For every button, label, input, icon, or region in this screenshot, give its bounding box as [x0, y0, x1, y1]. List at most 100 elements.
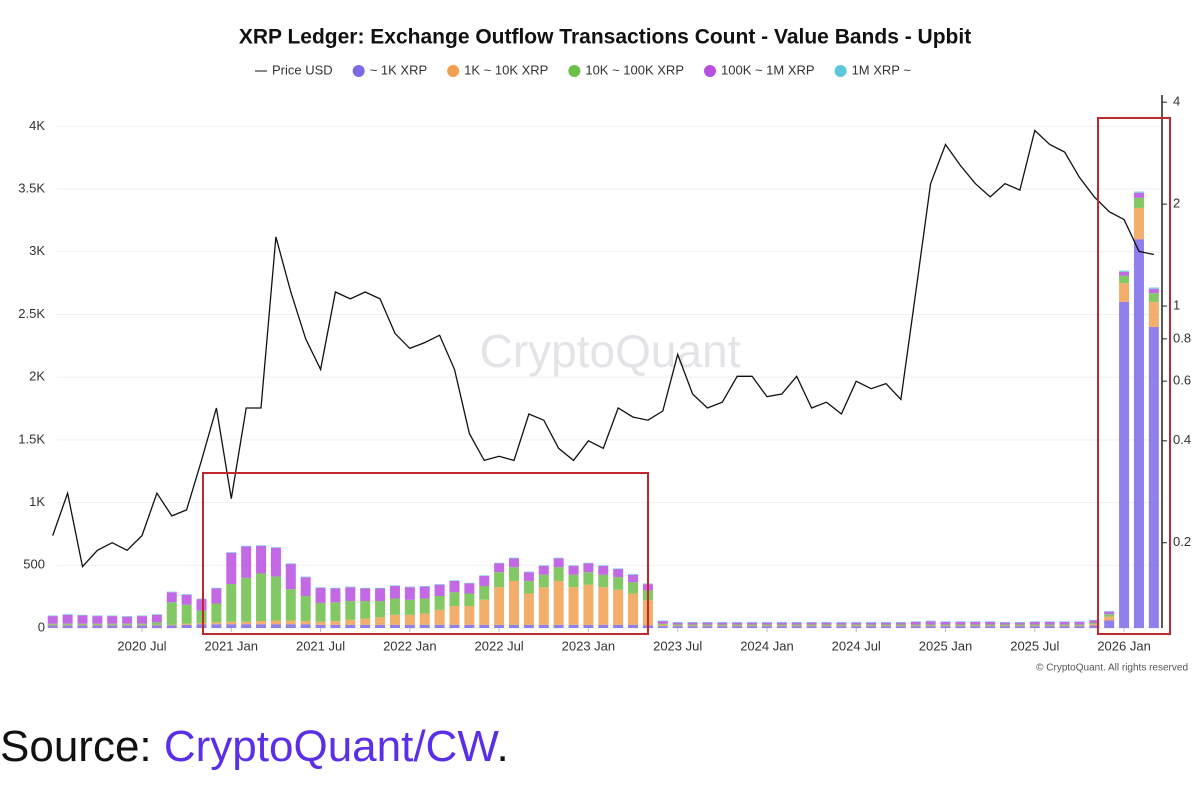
- bar-segment: [360, 588, 371, 602]
- y2-tick-label: 1: [1173, 297, 1180, 312]
- bar-segment: [717, 625, 728, 627]
- bar-segment: [345, 624, 356, 628]
- source-link[interactable]: CryptoQuant/CW: [163, 722, 497, 771]
- bar-segment: [419, 586, 430, 599]
- x-tick-label: 2025 Jul: [1010, 638, 1059, 653]
- bar-segment: [375, 588, 386, 602]
- bar-segment: [375, 617, 386, 625]
- bar-segment: [1074, 621, 1085, 625]
- bar-segment: [360, 624, 371, 628]
- bar-segment: [300, 621, 311, 625]
- bar-segment: [389, 598, 400, 615]
- bar-segment: [137, 623, 147, 625]
- y-tick-label: 2K: [29, 369, 45, 384]
- bar-segment: [62, 623, 73, 625]
- bar-segment: [1074, 624, 1085, 626]
- bar-segment: [955, 621, 966, 625]
- bar-segment: [256, 621, 267, 625]
- bar-segment: [985, 625, 996, 627]
- bar-segment: [449, 624, 460, 628]
- y2-tick-label: 0.6: [1173, 373, 1191, 388]
- bar-segment: [196, 610, 207, 623]
- bar-segment: [315, 587, 326, 603]
- bar-segment: [761, 621, 772, 623]
- bar-segment: [657, 624, 668, 627]
- bar-segment: [791, 622, 802, 625]
- bar-segment: [1000, 622, 1011, 625]
- bar-segment: [881, 624, 891, 626]
- bar-segment: [166, 592, 177, 603]
- bar-segment: [479, 575, 490, 586]
- legend-label: Price USD: [272, 62, 333, 77]
- bar-segment: [791, 626, 802, 628]
- bar-segment: [538, 574, 549, 588]
- bar-segment: [122, 616, 133, 617]
- bar-segment: [970, 621, 981, 622]
- bar-segment: [717, 626, 728, 628]
- bar-segment: [92, 616, 103, 624]
- bar-segment: [77, 625, 88, 628]
- bar-segment: [747, 624, 758, 626]
- bar-segment: [449, 580, 460, 581]
- y-tick-label: 1.5K: [18, 431, 45, 446]
- bar-segment: [821, 625, 832, 627]
- bar-segment: [821, 622, 832, 625]
- bar-segment: [851, 622, 862, 625]
- bar-segment: [77, 615, 88, 624]
- bar-segment: [1044, 621, 1055, 625]
- legend-label: 1M XRP ~: [852, 62, 912, 77]
- bar-segment: [672, 624, 683, 626]
- bar-segment: [672, 622, 683, 625]
- bar-segment: [181, 624, 192, 628]
- bar-segment: [598, 565, 609, 566]
- bar-segment: [955, 626, 966, 628]
- bar-segment: [494, 572, 505, 588]
- bar-segment: [375, 587, 386, 589]
- bar-segment: [509, 567, 519, 581]
- bar-segment: [970, 626, 981, 628]
- bar-segment: [955, 621, 966, 622]
- bar-segment: [464, 582, 475, 584]
- bar-segment: [285, 620, 296, 625]
- bar-segment: [553, 557, 564, 559]
- bar-segment: [77, 624, 88, 626]
- bar-segment: [628, 582, 639, 594]
- bar-segment: [553, 567, 564, 581]
- bar-segment: [241, 577, 252, 622]
- bar-segment: [1119, 301, 1130, 628]
- bar-segment: [226, 621, 237, 625]
- bar-segment: [330, 588, 341, 603]
- copyright: © CryptoQuant. All rights reserved: [1036, 663, 1188, 674]
- bar-segment: [270, 547, 281, 577]
- legend-label: 100K ~ 1M XRP: [721, 62, 815, 77]
- bar-segment: [107, 624, 118, 626]
- bar-segment: [970, 625, 981, 627]
- legend-swatch: [352, 65, 365, 77]
- bar-segment: [791, 624, 802, 626]
- bar-segment: [881, 625, 891, 627]
- bar-segment: [137, 616, 147, 624]
- bar-segment: [62, 625, 73, 628]
- bar-segment: [434, 624, 445, 628]
- bar-segment: [315, 587, 326, 588]
- bar-segment: [1119, 275, 1130, 284]
- bar-segment: [285, 563, 296, 565]
- bar-segment: [211, 588, 222, 604]
- bar-segment: [92, 623, 103, 625]
- bar-segment: [613, 568, 624, 570]
- bar-segment: [1029, 625, 1040, 627]
- bar-segment: [806, 626, 817, 628]
- x-tick-label: 2024 Jul: [832, 638, 881, 653]
- bar-segment: [598, 587, 609, 625]
- bar-segment: [881, 622, 891, 625]
- bar-segment: [62, 624, 73, 626]
- bar-segment: [1074, 625, 1085, 627]
- bar-segment: [687, 624, 698, 626]
- bar-segment: [1104, 611, 1115, 612]
- bar-segment: [613, 569, 624, 578]
- bar-segment: [122, 625, 133, 628]
- bar-segment: [732, 624, 743, 626]
- bar-segment: [657, 621, 668, 624]
- bar-segment: [598, 624, 609, 628]
- grid: 0 500 1K 1.5K 2K 2.5K 3K 3.5K 4K 0.2 0.4 0.6 0.8 1 2 4 2…: [18, 94, 1191, 654]
